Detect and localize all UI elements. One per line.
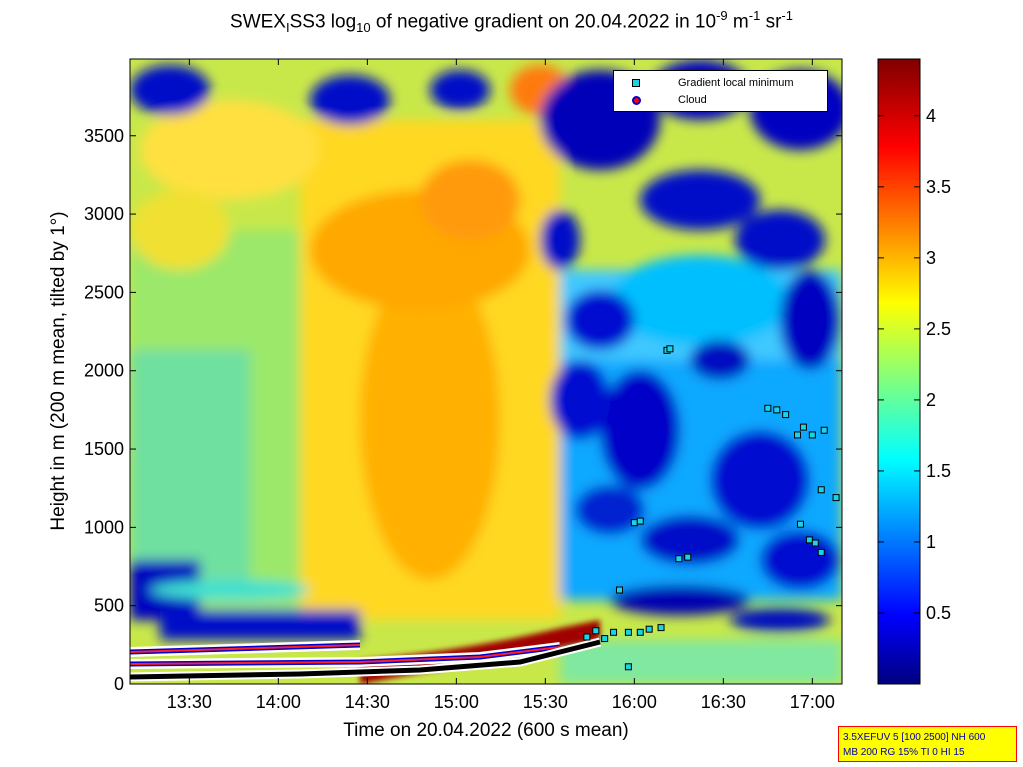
x-tick-label: 14:00 xyxy=(256,692,301,712)
gradient-minimum-point xyxy=(630,519,638,527)
info-box: 3.5XEFUV 5 [100 2500] NH 600 MB 200 RG 1… xyxy=(838,726,1017,762)
gradient-minimum-point xyxy=(794,431,801,439)
x-tick-label: 15:30 xyxy=(523,692,568,712)
y-axis-title: Height in m (200 m mean, tilted by 1°) xyxy=(48,211,69,530)
gradient-minimum-point xyxy=(817,486,825,494)
gradient-minimum-point xyxy=(675,555,683,563)
gradient-minimum-point xyxy=(773,406,781,414)
colorbar xyxy=(877,58,921,685)
y-tick-label: 1000 xyxy=(84,517,124,537)
gradient-minimum-point xyxy=(624,663,632,671)
x-tick-label: 16:00 xyxy=(612,692,657,712)
y-tick-label: 2500 xyxy=(84,282,124,302)
y-tick-label: 2000 xyxy=(84,361,124,381)
gradient-minimum-point xyxy=(782,411,790,419)
circle-marker-icon xyxy=(631,95,641,105)
gradient-minimum-point xyxy=(636,517,644,525)
heatmap-field xyxy=(130,59,842,684)
cloud-layer xyxy=(130,639,601,680)
y-tick-label: 1500 xyxy=(84,439,124,459)
legend-entry-cloud: Cloud xyxy=(622,92,707,108)
y-tick-label: 3500 xyxy=(84,126,124,146)
colorbar-tick-label: 3 xyxy=(926,248,936,268)
x-tick-label: 17:00 xyxy=(790,692,835,712)
cloud-layers xyxy=(130,637,602,682)
colorbar-tick-label: 1 xyxy=(926,532,936,552)
gradient-minimum-point xyxy=(610,628,618,636)
gradient-minimum-point xyxy=(796,520,804,528)
gradient-minimum-point xyxy=(636,628,644,636)
gradient-minimum-point xyxy=(820,426,828,434)
gradient-minimum-point xyxy=(601,635,609,643)
colorbar-tick-label: 1.5 xyxy=(926,461,951,481)
legend-entry-minimum: Gradient local minimum xyxy=(622,75,794,91)
y-tick-label: 3000 xyxy=(84,204,124,224)
x-tick-label: 13:30 xyxy=(167,692,212,712)
colorbar-tick-label: 0.5 xyxy=(926,603,951,623)
gradient-minimum-point xyxy=(805,536,813,544)
gradient-minimum-point xyxy=(645,625,653,633)
x-tick-label: 15:00 xyxy=(434,692,479,712)
colorbar-tick-label: 2 xyxy=(926,390,936,410)
square-marker-icon xyxy=(632,79,640,87)
x-tick-label: 14:30 xyxy=(345,692,390,712)
colorbar-tick-label: 2.5 xyxy=(926,319,951,339)
y-tick-label: 0 xyxy=(114,674,124,694)
gradient-minimum-point xyxy=(583,633,591,641)
x-axis-title: Time on 20.04.2022 (600 s mean) xyxy=(343,720,629,741)
x-tick-label: 16:30 xyxy=(701,692,746,712)
gradient-minimum-point xyxy=(808,431,816,439)
gradient-minimum-point xyxy=(657,624,665,632)
gradient-minimum-point xyxy=(817,548,825,556)
gradient-minimum-point xyxy=(624,628,632,636)
legend: Gradient local minimum Cloud xyxy=(613,70,828,112)
info-line-2: MB 200 RG 15% TI 0 HI 15 xyxy=(843,747,965,758)
gradient-minimum-point xyxy=(799,423,807,431)
cloud-layer xyxy=(130,644,361,653)
colorbar-tick-label: 3.5 xyxy=(926,177,951,197)
gradient-minimum-point xyxy=(592,627,600,635)
chart-title: SWEXISS3 log10 of negative gradient on 2… xyxy=(230,8,793,36)
y-tick-label: 500 xyxy=(94,596,124,616)
gradient-minimum-point xyxy=(764,404,772,412)
gradient-minima xyxy=(583,345,840,671)
cloud-layer xyxy=(130,646,561,665)
gradient-minimum-point xyxy=(811,539,819,547)
gradient-minimum-point xyxy=(616,586,623,594)
plot-frame xyxy=(129,58,843,685)
gradient-minimum-point xyxy=(684,553,692,561)
gradient-minimum-point xyxy=(832,494,840,502)
gradient-minimum-point xyxy=(666,345,674,353)
colorbar-tick-label: 4 xyxy=(926,106,936,126)
info-line-1: 3.5XEFUV 5 [100 2500] NH 600 xyxy=(843,732,986,743)
